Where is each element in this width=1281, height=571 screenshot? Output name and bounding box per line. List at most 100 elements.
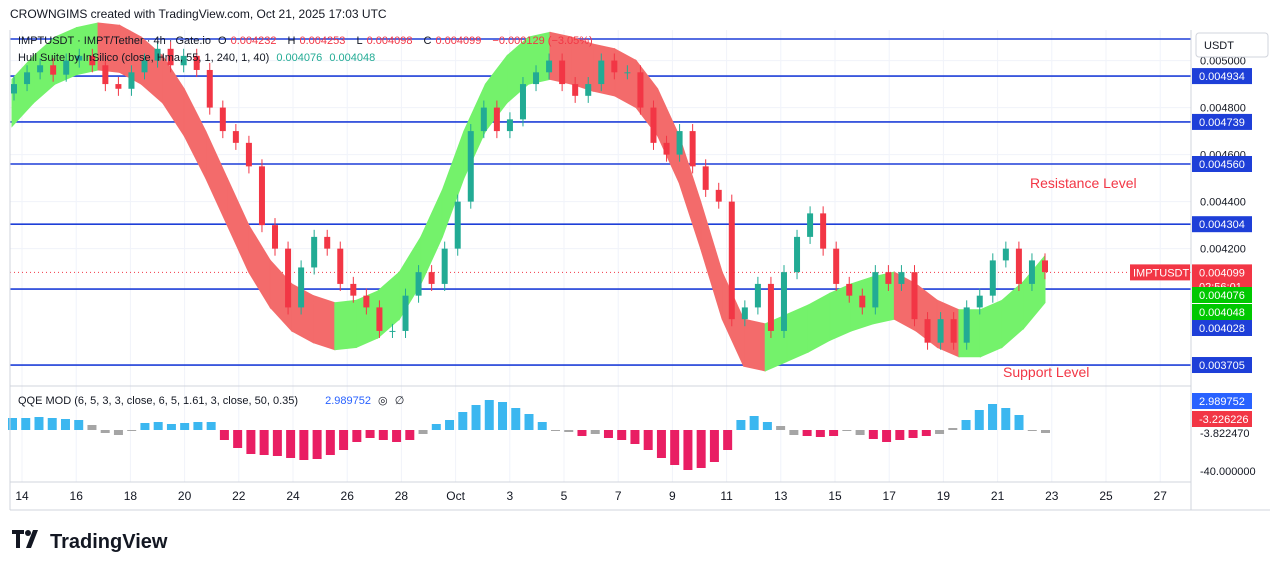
qqe-bar [166, 424, 176, 430]
qqe-bar [842, 430, 852, 431]
qqe-bar [524, 414, 534, 430]
hull-segment [334, 299, 357, 351]
candle-body [702, 166, 709, 190]
qqe-bar [868, 430, 878, 439]
qqe-bar [961, 420, 971, 430]
hull-segment [312, 294, 336, 351]
qqe-bar [1001, 408, 1011, 430]
y-tick-label: 0.005000 [1200, 56, 1246, 68]
candle-body [976, 295, 983, 308]
last-price-value: 0.004099 [1199, 267, 1245, 279]
hull-segment [786, 304, 809, 363]
candle-body [807, 213, 814, 237]
legend-symbol: IMPTUSDT · IMPT/Tether · 4h · Gate.io [18, 35, 211, 47]
candle-body [193, 55, 200, 70]
qqe-bar [603, 430, 613, 438]
candle-body [128, 72, 135, 89]
level-tag: 0.004304 [1199, 219, 1245, 231]
candle-body [298, 267, 305, 308]
qqe-tag-1-bg [1192, 393, 1252, 409]
candle-body [637, 72, 644, 108]
candle-body [350, 283, 357, 296]
x-tick-label: 13 [774, 489, 788, 503]
hull-segment [657, 88, 680, 184]
candle-body [63, 60, 70, 75]
hull-title: Hull Suite by InSilico (close, Hma, 55, … [18, 52, 270, 64]
qqe-bar [736, 420, 746, 430]
qqe-bar [140, 423, 150, 430]
qqe-bar [312, 430, 322, 459]
candle-body [428, 272, 435, 284]
hide-icon[interactable]: ∅ [394, 395, 405, 407]
qqe-bar [484, 400, 494, 430]
level-tag: 0.004934 [1199, 71, 1245, 83]
candle-body [546, 60, 553, 73]
y-tick-label: 0.004800 [1200, 103, 1246, 115]
level-tag: 0.004739 [1199, 117, 1245, 129]
currency-label: USDT [1204, 40, 1234, 52]
candle-body [585, 84, 592, 96]
hull-segment [226, 177, 250, 273]
qqe-bar [180, 423, 190, 430]
candle-body [272, 225, 279, 249]
qqe-bar [418, 430, 428, 434]
qqe-bar [1041, 430, 1050, 433]
qqe-tick-label: -3.822470 [1200, 428, 1250, 440]
qqe-bar [392, 430, 402, 442]
candle-body [11, 84, 17, 94]
candle-body [754, 283, 761, 308]
qqe-bar [511, 408, 521, 430]
qqe-bar [709, 430, 719, 462]
symbol-tag-bg [1130, 264, 1190, 281]
symbol-tag: IMPTUSDT [1133, 267, 1190, 279]
candle-body [833, 248, 840, 284]
candle-body [820, 213, 827, 249]
hull-segment [205, 130, 228, 226]
candle-body [102, 65, 109, 85]
candle-body [258, 166, 265, 226]
x-tick-label: 25 [1099, 489, 1113, 503]
candle-body [480, 107, 487, 132]
currency-box [1195, 32, 1269, 58]
qqe-bar [1014, 415, 1024, 430]
y-tick-label: 0.004400 [1200, 197, 1246, 209]
candle-body [363, 295, 370, 308]
x-tick-label: 11 [720, 489, 733, 503]
qqe-bar [259, 430, 269, 455]
candle-body [924, 319, 931, 343]
tradingview-logo[interactable]: TradingView [12, 530, 167, 554]
qqe-bar [643, 430, 653, 450]
eye-icon[interactable]: ◎ [378, 395, 388, 407]
chart-header: CROWNGIMS created with TradingView.com, … [10, 7, 387, 21]
hull-value-1: 0.004076 [276, 52, 323, 64]
qqe-bar [471, 405, 481, 430]
candle-body [1028, 260, 1035, 284]
qqe-tag-2-bg [1192, 411, 1252, 427]
x-tick-label: 26 [341, 489, 355, 503]
candle-body [376, 307, 383, 331]
qqe-bar [670, 430, 680, 465]
candle-body [232, 131, 239, 143]
candle-body [572, 84, 579, 96]
qqe-bar [193, 422, 203, 430]
x-tick-label: 18 [124, 489, 138, 503]
candle-body [598, 60, 605, 85]
x-tick-label: 9 [669, 489, 676, 503]
candle-body [441, 248, 448, 284]
qqe-bar [458, 412, 468, 430]
qqe-bar [431, 424, 441, 430]
qqe-bar [696, 430, 706, 468]
qqe-bar [246, 430, 256, 454]
qqe-bar [802, 430, 812, 436]
qqe-bar [829, 430, 839, 436]
legend-close: C 0.004099 [423, 35, 482, 47]
x-tick-label: 16 [70, 489, 84, 503]
qqe-bar [537, 422, 547, 430]
support-label: Support Level [1003, 364, 1090, 380]
candle-body [245, 142, 252, 167]
candle-body [1042, 260, 1048, 273]
candle-body [24, 72, 31, 85]
candle-body [311, 236, 318, 268]
candle-body [324, 236, 331, 249]
